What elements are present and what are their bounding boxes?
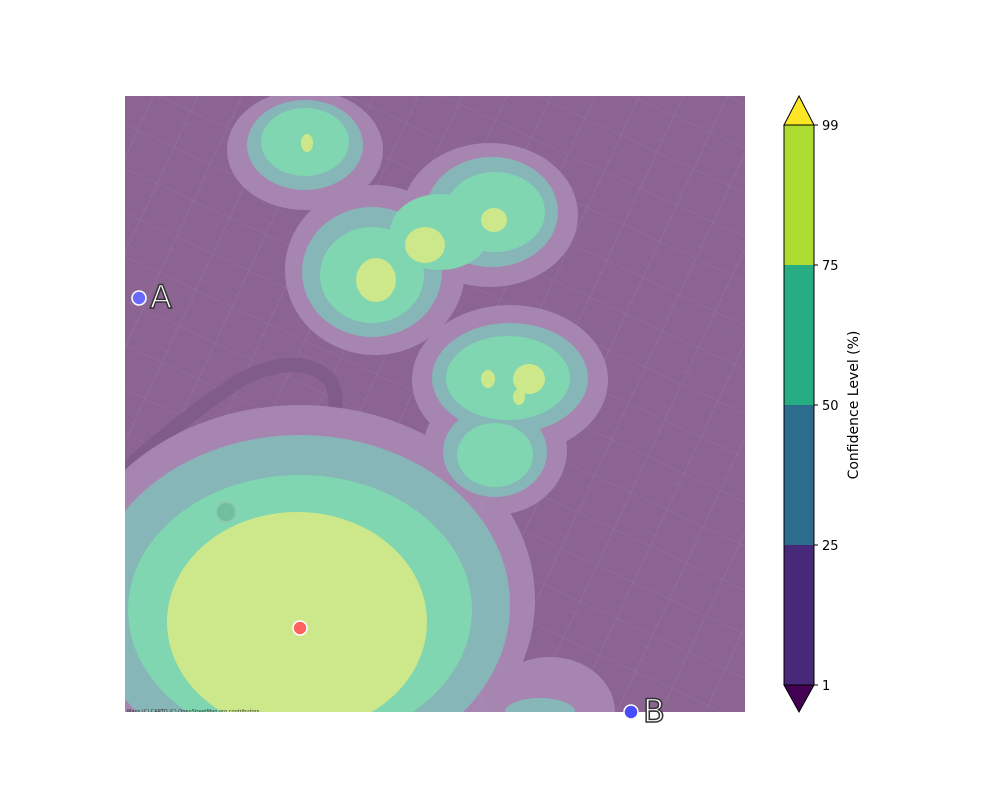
- marker-center-dot[interactable]: [292, 620, 308, 636]
- marker-a[interactable]: A: [131, 277, 173, 317]
- map-area[interactable]: Maps (C) CARTO (C) OpenStreetMap.org con…: [65, 90, 745, 795]
- colorbar-band-1-25: [784, 545, 814, 685]
- colorbar-tick-50: 50: [822, 399, 839, 414]
- marker-b-label: B: [643, 692, 665, 730]
- colorbar-label: Confidence Level (%): [846, 331, 862, 480]
- colorbar-band-75-99: [784, 125, 814, 265]
- colorbar-ticks: [814, 124, 818, 686]
- marker-a-label: A: [150, 278, 172, 316]
- marker-a-dot[interactable]: [131, 290, 147, 306]
- colorbar-band-50-75: [784, 265, 814, 405]
- contour-level-4: [167, 134, 545, 712]
- marker-b[interactable]: B: [623, 691, 666, 731]
- marker-b-dot[interactable]: [623, 704, 639, 720]
- colorbar-band-25-50: [784, 405, 814, 545]
- colorbar-tick-1: 1: [822, 679, 830, 694]
- colorbar-tick-99: 99: [822, 119, 839, 134]
- colorbar-extend-max: [783, 94, 815, 126]
- colorbar-extend-min: [783, 684, 815, 714]
- marker-center[interactable]: [292, 620, 308, 636]
- map-attribution: Maps (C) CARTO (C) OpenStreetMap.org con…: [127, 709, 260, 715]
- colorbar-tick-25: 25: [822, 539, 839, 554]
- small-ring: [215, 501, 237, 523]
- colorbar: 99 75 50 25 1 Confidence Level (%): [783, 94, 862, 714]
- colorbar-tick-75: 75: [822, 259, 839, 274]
